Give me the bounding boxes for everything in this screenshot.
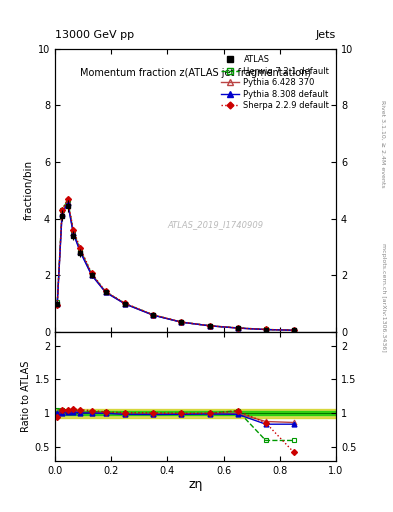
Text: mcplots.cern.ch [arXiv:1306.3436]: mcplots.cern.ch [arXiv:1306.3436] [381, 243, 386, 351]
Y-axis label: Ratio to ATLAS: Ratio to ATLAS [20, 361, 31, 432]
Text: Rivet 3.1.10, ≥ 2.4M events: Rivet 3.1.10, ≥ 2.4M events [381, 99, 386, 187]
Y-axis label: fraction/bin: fraction/bin [24, 160, 34, 220]
Bar [55, 409, 336, 418]
Bar [55, 411, 336, 415]
Text: 13000 GeV pp: 13000 GeV pp [55, 30, 134, 40]
X-axis label: zη: zη [188, 478, 203, 492]
Legend: ATLAS, Herwig 7.2.1 default, Pythia 6.428 370, Pythia 8.308 default, Sherpa 2.2.: ATLAS, Herwig 7.2.1 default, Pythia 6.42… [219, 53, 332, 113]
Text: Momentum fraction z(ATLAS jet fragmentation): Momentum fraction z(ATLAS jet fragmentat… [80, 69, 311, 78]
Text: Jets: Jets [316, 30, 336, 40]
Text: ATLAS_2019_I1740909: ATLAS_2019_I1740909 [167, 220, 263, 229]
